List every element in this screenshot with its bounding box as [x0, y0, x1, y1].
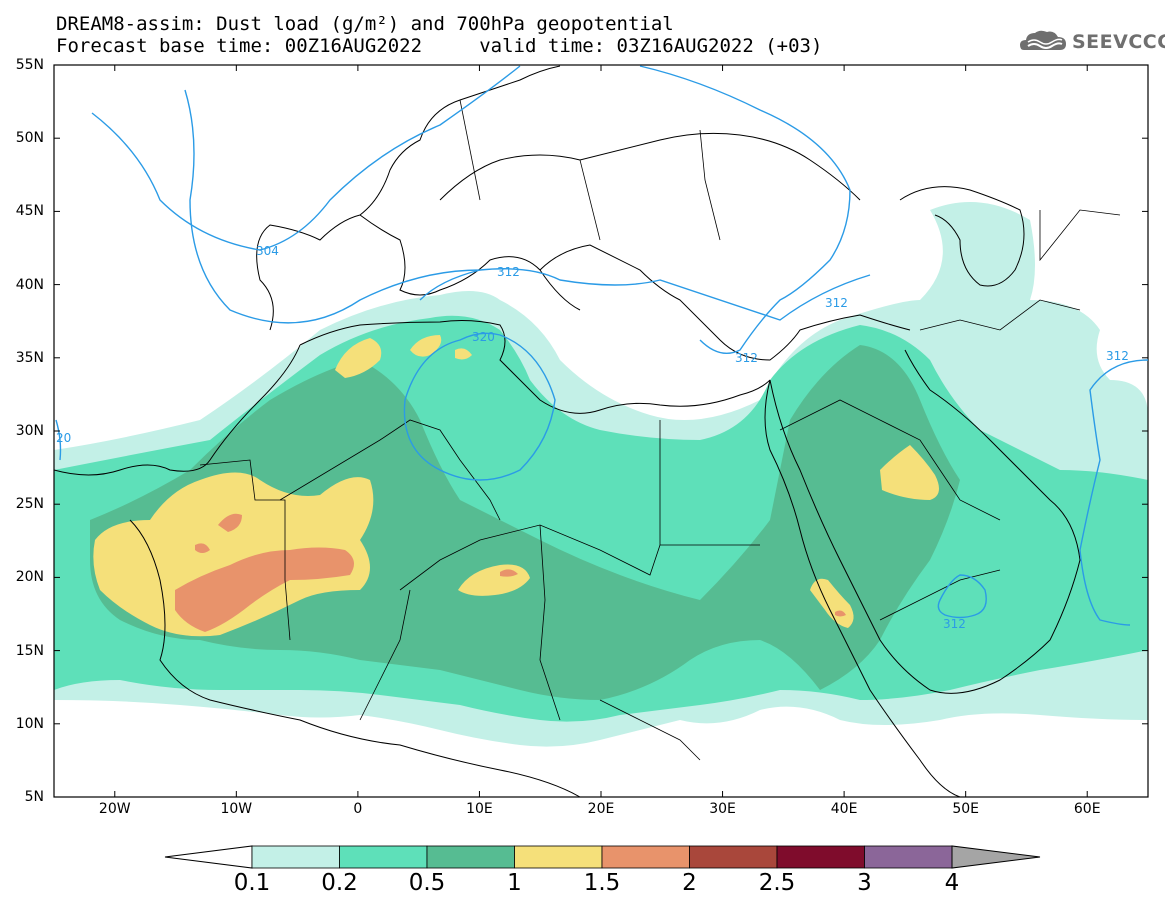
coastlines	[54, 65, 1081, 797]
contour-label: 304	[256, 244, 279, 258]
lon-tick-label: 0	[353, 801, 363, 817]
colorbar-swatch	[864, 845, 953, 869]
lat-tick-label: 20N	[15, 569, 44, 586]
lat-tick-label: 25N	[15, 496, 44, 513]
country-borders	[199, 99, 1121, 761]
contour-label: 312	[497, 265, 520, 279]
contour-label: 312	[943, 617, 966, 631]
contour-label: 312	[1106, 349, 1129, 363]
colorbar-tick-label: 0.5	[408, 870, 446, 896]
colorbar-tick-label: 1.5	[583, 870, 621, 896]
colorbar-tick-label: 0.1	[233, 870, 271, 896]
lat-tick-label: 50N	[15, 130, 44, 147]
lat-tick-label: 55N	[15, 57, 44, 73]
lat-tick-label: 45N	[15, 203, 44, 220]
colorbar-tick-label: 2.5	[758, 870, 796, 896]
colorbar-over-triangle	[951, 845, 1041, 869]
lat-tick-label: 40N	[15, 276, 44, 293]
dust-level-0.5	[90, 345, 960, 700]
colorbar-tick-label: 4	[944, 870, 960, 896]
lat-tick-label: 35N	[15, 349, 44, 366]
lat-tick-label: 5N	[24, 789, 44, 805]
colorbar-tick-label: 1	[507, 870, 522, 896]
lat-tick-label: 15N	[15, 642, 44, 659]
colorbar	[164, 845, 1041, 869]
colorbar-under-triangle	[164, 845, 253, 869]
dust-level-1-algeria	[335, 338, 382, 378]
dust-level-1-arabia	[880, 445, 939, 500]
colorbar-swatch	[689, 845, 778, 869]
dust-level-1-tunisia	[410, 335, 472, 360]
lat-tick-label: 30N	[15, 423, 44, 439]
colorbar-swatch	[776, 845, 865, 869]
colorbar-tick-label: 2	[682, 870, 697, 896]
map-title-line1: DREAM8-assim: Dust load (g/m²) and 700hP…	[56, 13, 674, 35]
dust-level-1.5-mauritania	[175, 547, 354, 632]
colorbar-swatch	[426, 845, 515, 869]
colorbar-swatch	[601, 845, 690, 869]
colorbar-tick-label: 0.2	[321, 870, 358, 896]
geopotential-contours	[55, 65, 1148, 626]
lon-tick-label: 30E	[709, 801, 736, 817]
contour-labels: 304 312 320 312 312 312 312 20	[56, 244, 1129, 631]
contour-label: 20	[56, 431, 71, 445]
dust-level-1-west-africa	[93, 472, 374, 637]
lon-tick-label: 20E	[587, 801, 615, 817]
axis-ticks	[54, 64, 1148, 798]
contour-label: 312	[735, 351, 758, 365]
colorbar-tick-label: 3	[857, 870, 872, 896]
lon-tick-label: 10W	[220, 801, 253, 817]
dust-field	[54, 202, 1148, 747]
colorbar-swatch	[514, 845, 603, 869]
lat-tick-label: 10N	[15, 715, 44, 732]
logo-text: SEEVCCC	[1072, 31, 1165, 53]
contour-label: 312	[825, 296, 848, 310]
colorbar-swatch	[251, 845, 340, 869]
lon-tick-label: 20W	[98, 801, 131, 817]
lon-tick-label: 10E	[466, 801, 493, 817]
map-title-line2: Forecast base time: 00Z16AUG2022 valid t…	[56, 35, 823, 57]
lon-tick-label: 60E	[1073, 801, 1101, 817]
colorbar-swatch	[339, 845, 428, 869]
cloud-logo-icon	[1020, 30, 1066, 50]
contour-label: 320	[472, 330, 495, 344]
lon-tick-label: 50E	[952, 801, 979, 817]
lon-tick-label: 40E	[830, 801, 858, 817]
